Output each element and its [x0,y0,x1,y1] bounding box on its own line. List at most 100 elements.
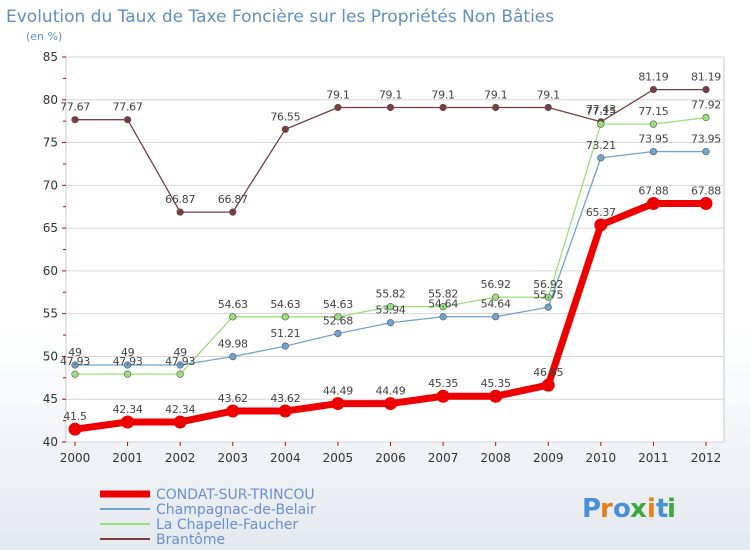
series-point-2 [492,293,500,301]
data-label: 54.64 [428,298,458,311]
data-label: 53.94 [376,304,406,317]
data-label: 79.1 [537,88,560,101]
series-point-0 [226,404,240,418]
data-label: 81.19 [638,71,668,84]
x-tick-label: 2003 [217,451,248,465]
y-tick-label: 85 [43,50,58,64]
series-point-0 [594,218,608,232]
x-tick-label: 2008 [480,451,511,465]
series-point-2 [386,303,395,311]
data-label: 49.98 [218,338,248,351]
series-point-0 [68,422,82,436]
logo-letter: r [600,494,613,524]
series-point-2 [702,113,710,122]
series-point-1 [649,147,658,156]
series-point-2 [597,120,605,128]
series-point-3 [492,103,500,112]
series-point-2 [334,313,342,321]
data-label: 41.5 [63,410,87,423]
data-label: 52.68 [323,315,353,328]
x-tick-label: 2001 [112,451,143,465]
y-tick-label: 80 [43,93,58,107]
series-point-1 [176,361,184,369]
data-label: 79.1 [326,88,349,101]
series-point-3 [386,103,395,112]
grid [66,56,724,443]
series-point-1 [229,353,237,361]
series-point-2 [439,303,447,311]
data-label: 55.82 [376,288,406,301]
x-tick-label: 2010 [586,451,617,465]
logo-letter: P [582,494,601,524]
series-point-1 [439,313,447,321]
series-point-0 [436,389,450,403]
data-label: 76.55 [270,110,300,123]
series-point-1 [334,329,342,338]
data-label: 47.93 [165,355,195,368]
series-point-1 [702,147,710,156]
series-point-2 [123,370,132,378]
series-point-1 [71,361,79,369]
series-point-1 [281,342,289,350]
series-point-3 [439,103,447,112]
series-point-2 [229,313,237,321]
data-label: 44.49 [376,385,406,398]
data-label: 42.34 [165,403,195,416]
data-label: 55.75 [533,288,563,301]
data-label: 54.63 [270,298,300,311]
x-tick-label: 2004 [270,451,301,465]
data-label: 44.49 [323,385,353,398]
series-point-1 [597,154,605,162]
series-point-0 [489,389,503,403]
x-tick-label: 2012 [691,451,722,465]
data-label: 77.15 [638,105,668,118]
data-label: 77.92 [691,99,721,112]
data-label: 66.87 [165,193,195,206]
plot-area [65,56,725,443]
x-tick-label: 2000 [60,451,91,465]
axes: 40 45 50 55 60 65 70 75 80 85 2000 2001 2002 2003 2004… [43,50,722,465]
series-point-3 [649,85,658,94]
series-point-0 [646,196,660,210]
series-point-1 [123,361,132,369]
data-label: 46.65 [533,366,563,379]
legend-label: Champagnac-de-Belair [156,502,316,518]
data-label: 77.15 [586,105,616,118]
series-point-2 [649,120,658,128]
series-point-0 [384,397,397,411]
series-point-3 [71,116,79,124]
series-layer [68,85,713,436]
chart-title: Evolution du Taux de Taxe Foncière sur l… [6,7,554,27]
data-label: 49 [121,346,135,359]
y-tick-label: 55 [43,307,58,321]
data-label: 77.67 [113,101,143,114]
series-point-3 [334,103,342,112]
data-label: 79.1 [484,88,507,101]
series-point-0 [331,397,345,411]
series-point-0 [541,378,555,392]
y-tick-label: 75 [43,136,58,150]
data-label: 43.62 [270,392,300,405]
data-label: 45.35 [481,377,511,390]
data-label: 56.92 [481,278,511,291]
data-label: 45.35 [428,377,458,390]
data-label: 54.64 [481,298,511,311]
data-label: 54.63 [218,298,248,311]
x-tick-label: 2002 [165,451,196,465]
series-point-0 [173,415,187,429]
series-point-1 [386,319,395,327]
series-point-0 [699,196,713,210]
x-tick-label: 2009 [533,451,564,465]
data-label: 49 [68,346,82,359]
data-label: 77.43 [586,103,616,116]
logo-letter: i [667,494,676,524]
series-point-2 [281,313,289,321]
legend-label: Brantôme [156,532,225,548]
data-label: 56.92 [533,278,563,291]
logo-letter: t [656,494,668,524]
data-label: 65.37 [586,206,616,219]
x-tick-label: 2006 [375,451,406,465]
series-point-3 [281,125,289,133]
